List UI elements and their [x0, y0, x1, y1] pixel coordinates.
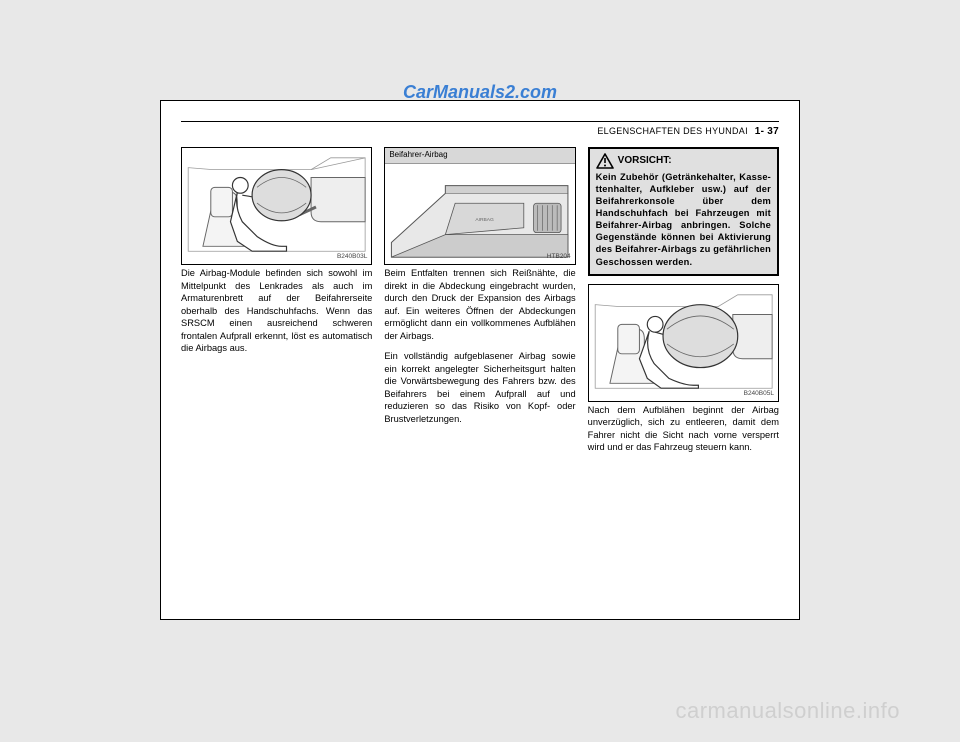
col2-paragraph-2: Ein vollständig aufgeblasener Airbag sow… [384, 350, 575, 425]
caution-body: Kein Zubehör (Getränkehalter, Kasse-tten… [596, 171, 771, 268]
figure-label: B240B05L [744, 390, 774, 399]
watermark-top: CarManuals2.com [403, 82, 557, 103]
watermark-bottom: carmanualsonline.info [675, 698, 900, 724]
driver-airbag-illustration [182, 148, 371, 264]
page-wrapper: CarManuals2.com ELGENSCHAFTEN DES HYUNDA… [0, 0, 960, 742]
svg-text:AIRBAG: AIRBAG [476, 217, 495, 223]
col3-paragraph-1: Nach dem Aufblähen beginnt der Airbag un… [588, 404, 779, 454]
warning-icon [596, 153, 614, 169]
page-header: ELGENSCHAFTEN DES HYUNDAI 1- 37 [181, 126, 779, 137]
caution-title: VORSICHT: [618, 154, 672, 168]
figure-title: Beifahrer-Airbag [385, 148, 574, 164]
column-3: VORSICHT: Kein Zubehör (Getränkehalter, … [588, 147, 779, 462]
page-number: 1- 37 [755, 126, 779, 137]
caution-header: VORSICHT: [596, 153, 771, 169]
columns: B240B03L Die Airbag-Module befinden sich… [181, 147, 779, 462]
section-name: ELGENSCHAFTEN DES HYUNDAI [597, 126, 748, 136]
figure-label: HTB204 [547, 253, 571, 262]
caution-box: VORSICHT: Kein Zubehör (Getränkehalter, … [588, 147, 779, 276]
passenger-airbag-illustration: AIRBAG [385, 164, 574, 265]
figure-driver-airbag: B240B03L [181, 147, 372, 265]
figure-deflating-airbag: B240B05L [588, 284, 779, 402]
figure-passenger-airbag: Beifahrer-Airbag AIRB [384, 147, 575, 265]
figure-label: B240B03L [337, 253, 367, 262]
manual-page: ELGENSCHAFTEN DES HYUNDAI 1- 37 [160, 100, 800, 620]
col2-paragraph-1: Beim Entfalten trennen sich Reißnähte, d… [384, 267, 575, 342]
header-rule [181, 121, 779, 122]
column-2: Beifahrer-Airbag AIRB [384, 147, 575, 462]
col1-paragraph-1: Die Airbag-Module befinden sich sowohl i… [181, 267, 372, 355]
column-1: B240B03L Die Airbag-Module befinden sich… [181, 147, 372, 462]
deflating-airbag-illustration [589, 285, 778, 401]
